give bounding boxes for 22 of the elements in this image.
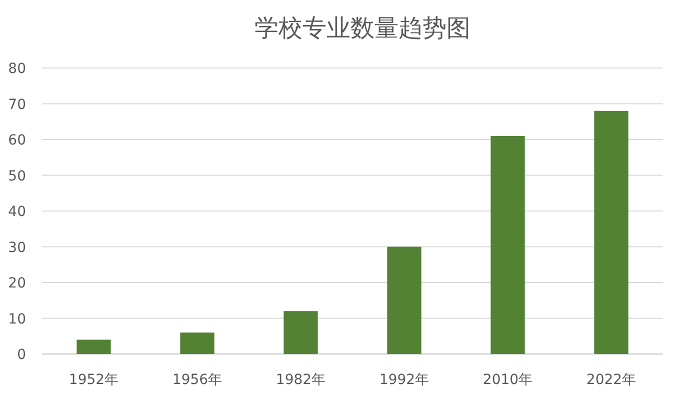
y-tick-label: 50: [8, 168, 26, 184]
bar: [490, 136, 525, 354]
x-tick-label: 1982年: [276, 372, 326, 388]
y-tick-label: 10: [8, 311, 26, 328]
x-tick-label: 1952年: [68, 372, 119, 388]
bar: [76, 340, 111, 354]
y-tick-label: 70: [8, 96, 26, 113]
y-tick-label: 20: [8, 276, 26, 292]
y-tick-label: 80: [8, 61, 26, 77]
bar: [180, 332, 214, 354]
x-tick-label: 1956年: [172, 372, 222, 388]
x-tick-label: 1992年: [379, 372, 430, 388]
bar: [594, 110, 628, 354]
y-tick-label: 0: [17, 347, 26, 363]
chart-title: 学校专业数量趋势图: [254, 14, 470, 42]
y-tick-label: 40: [8, 204, 26, 220]
y-tick-label: 30: [8, 240, 26, 256]
bar: [387, 246, 422, 354]
y-tick-label: 60: [8, 132, 26, 148]
bar: [284, 311, 318, 354]
x-tick-label: 2022年: [586, 372, 636, 388]
x-tick-label: 2010年: [482, 372, 533, 388]
